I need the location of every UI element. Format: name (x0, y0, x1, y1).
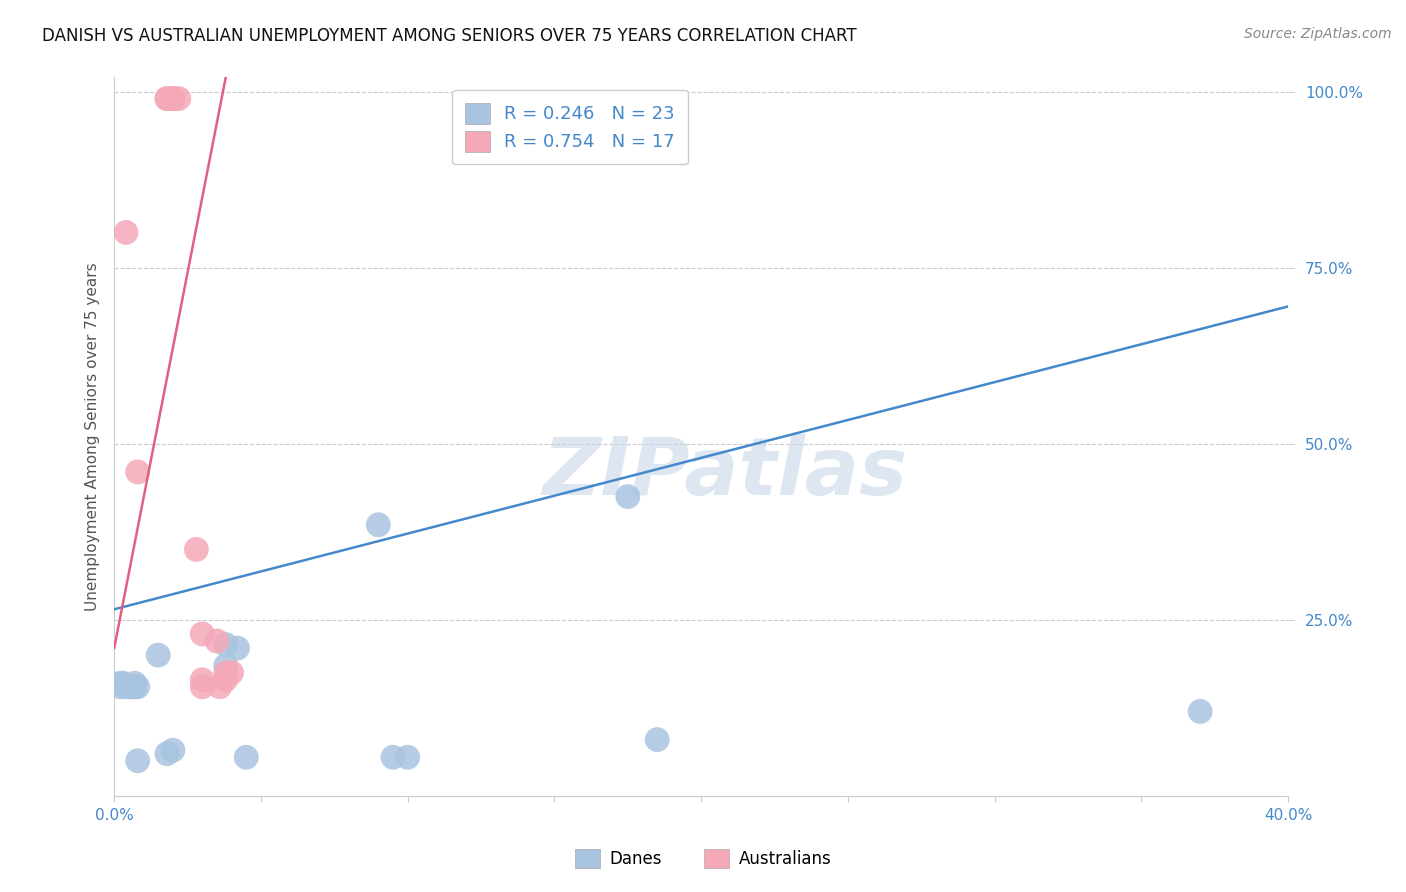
Point (215, 665, 238, 680)
Point (367, 517, 389, 532)
Point (156, 92, 179, 106)
Point (215, 638, 238, 652)
Point (124, 680, 146, 694)
Point (121, 680, 143, 694)
Point (127, 680, 149, 694)
Point (235, 750, 257, 764)
Point (191, 627, 214, 641)
Point (162, 92, 184, 106)
Point (111, 676, 134, 690)
Point (215, 658, 238, 673)
Point (156, 92, 179, 106)
Point (1189, 705, 1212, 719)
Y-axis label: Unemployment Among Seniors over 75 years: Unemployment Among Seniors over 75 years (86, 262, 100, 611)
Point (156, 747, 179, 761)
Point (191, 680, 214, 694)
Point (162, 92, 184, 106)
Point (205, 634, 228, 648)
Point (186, 542, 208, 557)
Point (617, 490, 640, 504)
Point (215, 673, 238, 687)
Point (645, 732, 668, 747)
Text: DANISH VS AUSTRALIAN UNEMPLOYMENT AMONG SENIORS OVER 75 YEARS CORRELATION CHART: DANISH VS AUSTRALIAN UNEMPLOYMENT AMONG … (42, 27, 856, 45)
Point (148, 648, 170, 662)
Point (124, 676, 146, 690)
Point (127, 465, 149, 479)
Point (396, 750, 419, 764)
Text: Source: ZipAtlas.com: Source: ZipAtlas.com (1244, 27, 1392, 41)
Point (115, 680, 138, 694)
Point (127, 754, 149, 768)
Legend: R = 0.246   N = 23, R = 0.754   N = 17: R = 0.246 N = 23, R = 0.754 N = 17 (451, 90, 688, 164)
Point (221, 665, 243, 680)
Point (191, 673, 214, 687)
Point (208, 680, 231, 694)
Point (382, 750, 405, 764)
Point (108, 680, 131, 694)
Point (162, 92, 184, 106)
Point (108, 676, 131, 690)
Legend: Danes, Australians: Danes, Australians (568, 843, 838, 875)
Point (115, 226, 138, 240)
Point (167, 92, 190, 106)
Point (162, 743, 184, 757)
Point (118, 680, 141, 694)
Text: ZIPatlas: ZIPatlas (543, 434, 907, 512)
Point (226, 641, 249, 656)
